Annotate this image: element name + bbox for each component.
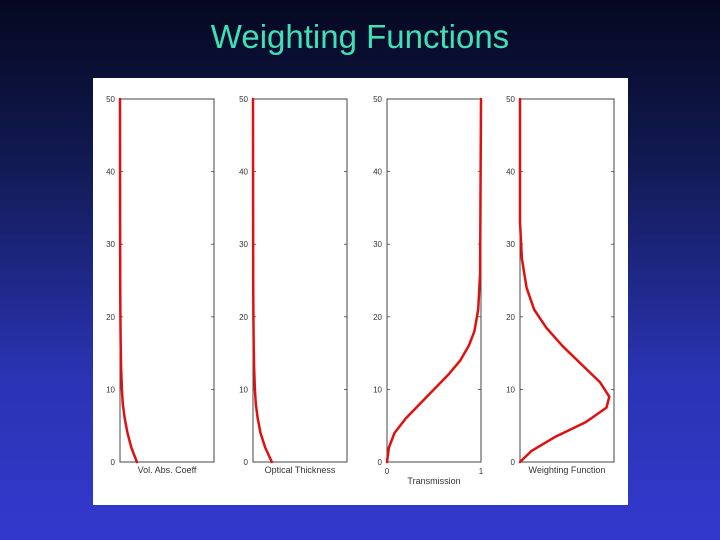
y-tick-label: 40 bbox=[239, 168, 248, 177]
x-axis-label: Vol. Abs. Coeff bbox=[138, 465, 197, 475]
y-tick-label: 50 bbox=[373, 95, 382, 104]
plot-frame bbox=[386, 98, 482, 463]
y-tick-label: 50 bbox=[506, 95, 515, 104]
plot-frame bbox=[119, 98, 215, 463]
x-axis-label: Optical Thickness bbox=[265, 465, 336, 475]
y-tick-label: 20 bbox=[373, 313, 382, 322]
y-tick-label: 0 bbox=[111, 458, 116, 467]
series-line bbox=[385, 97, 483, 464]
y-tick-label: 50 bbox=[239, 95, 248, 104]
y-tick-label: 30 bbox=[506, 240, 515, 249]
y-tick-label: 20 bbox=[506, 313, 515, 322]
y-tick-label: 0 bbox=[244, 458, 249, 467]
y-tick-label: 40 bbox=[373, 168, 382, 177]
y-tick-label: 30 bbox=[106, 240, 115, 249]
series-line bbox=[251, 97, 274, 464]
y-tick-label: 20 bbox=[106, 313, 115, 322]
series-line bbox=[518, 97, 611, 464]
x-axis-label: Transmission bbox=[407, 476, 460, 486]
plot-frame bbox=[252, 98, 348, 463]
subplot-4: 0 10 20 30 40 50 Weighting Function bbox=[506, 95, 615, 475]
slide-title: Weighting Functions bbox=[210, 18, 510, 55]
y-tick-label: 20 bbox=[239, 313, 248, 322]
subplot-2: 0 10 20 30 40 50 Optical Thickness bbox=[239, 95, 348, 475]
y-tick-label: 10 bbox=[239, 385, 248, 394]
x-tick-label: 0 bbox=[385, 467, 390, 476]
plot-frame bbox=[519, 98, 615, 463]
x-tick-label: 1 bbox=[479, 467, 484, 476]
y-tick-label: 10 bbox=[106, 385, 115, 394]
y-tick-label: 30 bbox=[373, 240, 382, 249]
y-tick-label: 10 bbox=[506, 385, 515, 394]
chart-panel: 0 10 20 30 40 50 Vol. Abs. Coeff 0 10 20 30 40 50 Opt… bbox=[93, 78, 628, 505]
subplot-3: 0 10 20 30 40 50 0 1 Transmission bbox=[373, 95, 484, 486]
y-tick-label: 40 bbox=[506, 168, 515, 177]
series-line bbox=[118, 97, 139, 464]
y-tick-label: 0 bbox=[511, 458, 516, 467]
y-tick-label: 30 bbox=[239, 240, 248, 249]
y-tick-label: 0 bbox=[378, 458, 383, 467]
y-tick-label: 10 bbox=[373, 385, 382, 394]
y-tick-label: 40 bbox=[106, 168, 115, 177]
y-tick-label: 50 bbox=[106, 95, 115, 104]
x-axis-label: Weighting Function bbox=[529, 465, 606, 475]
subplot-1: 0 10 20 30 40 50 Vol. Abs. Coeff bbox=[106, 95, 215, 475]
